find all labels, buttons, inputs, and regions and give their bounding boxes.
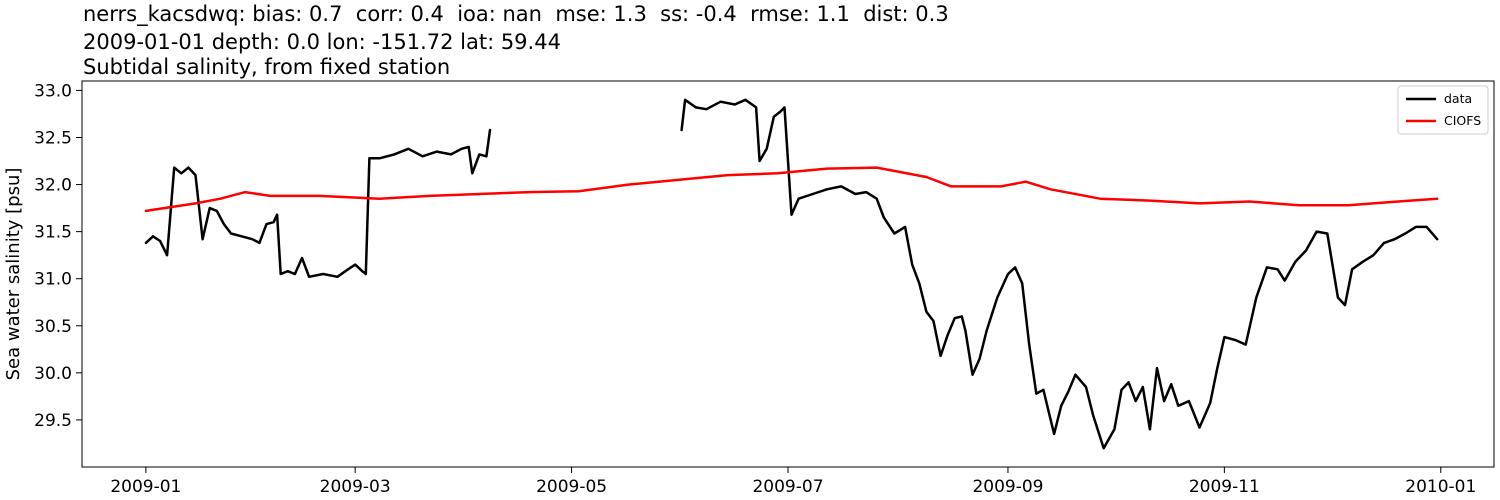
y-tick-label: 31.0 — [34, 270, 72, 290]
chart-title-description: Subtidal salinity, from fixed station — [83, 55, 451, 79]
y-tick-label: 32.5 — [34, 128, 72, 148]
series-line-data-segment-1 — [144, 128, 492, 279]
x-tick-label: 2009-11 — [1189, 477, 1260, 497]
series-line-ciofs-segment-1 — [144, 166, 1439, 213]
y-tick-label: 31.5 — [34, 223, 72, 243]
x-tick-label: 2010-01 — [1405, 477, 1476, 497]
y-axis-label: Sea water salinity [psu] — [3, 168, 24, 381]
chart-title-station-info: 2009-01-01 depth: 0.0 lon: -151.72 lat: … — [83, 30, 561, 54]
y-tick-label: 32.0 — [34, 176, 72, 196]
x-tick-label: 2009-01 — [110, 477, 181, 497]
series-line-data-segment-2 — [680, 98, 1439, 450]
legend-label-data: data — [1444, 91, 1472, 106]
chart-title-metrics: nerrs_kacsdwq: bias: 0.7 corr: 0.4 ioa: … — [83, 2, 949, 26]
y-tick-label: 30.5 — [34, 317, 72, 337]
y-tick-label: 29.5 — [34, 411, 72, 431]
legend: data CIOFS — [1397, 85, 1489, 135]
x-tick-label: 2009-05 — [536, 477, 607, 497]
legend-label-ciofs: CIOFS — [1444, 113, 1481, 128]
x-tick-label: 2009-03 — [320, 477, 391, 497]
y-tick-label: 33.0 — [34, 81, 72, 101]
x-tick-label: 2009-07 — [752, 477, 823, 497]
x-tick-label: 2009-09 — [972, 477, 1043, 497]
y-tick-label: 30.0 — [34, 364, 72, 384]
